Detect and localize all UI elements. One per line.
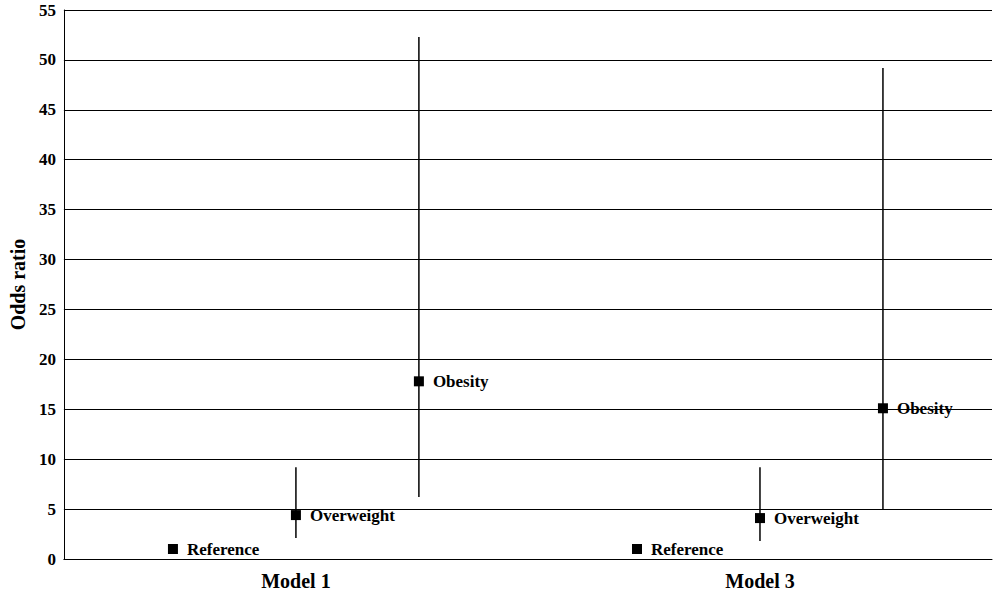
svg-text:55: 55	[39, 1, 56, 20]
svg-text:Overweight: Overweight	[774, 509, 859, 528]
svg-text:15: 15	[39, 400, 56, 419]
svg-text:30: 30	[39, 250, 56, 269]
svg-text:20: 20	[39, 350, 56, 369]
svg-text:Reference: Reference	[651, 540, 724, 559]
svg-text:Odds ratio: Odds ratio	[7, 239, 29, 331]
svg-text:10: 10	[39, 450, 56, 469]
svg-text:5: 5	[47, 500, 56, 519]
svg-text:35: 35	[39, 200, 56, 219]
svg-text:Obesity: Obesity	[433, 372, 489, 391]
svg-text:Obesity: Obesity	[897, 399, 953, 418]
svg-text:Reference: Reference	[187, 540, 260, 559]
svg-text:50: 50	[39, 50, 56, 69]
svg-text:25: 25	[39, 300, 56, 319]
svg-text:Model 1: Model 1	[261, 570, 330, 592]
svg-text:Overweight: Overweight	[310, 506, 395, 525]
svg-text:40: 40	[39, 150, 56, 169]
svg-text:45: 45	[39, 100, 56, 119]
svg-text:Model 3: Model 3	[725, 570, 794, 592]
svg-text:0: 0	[47, 550, 56, 569]
